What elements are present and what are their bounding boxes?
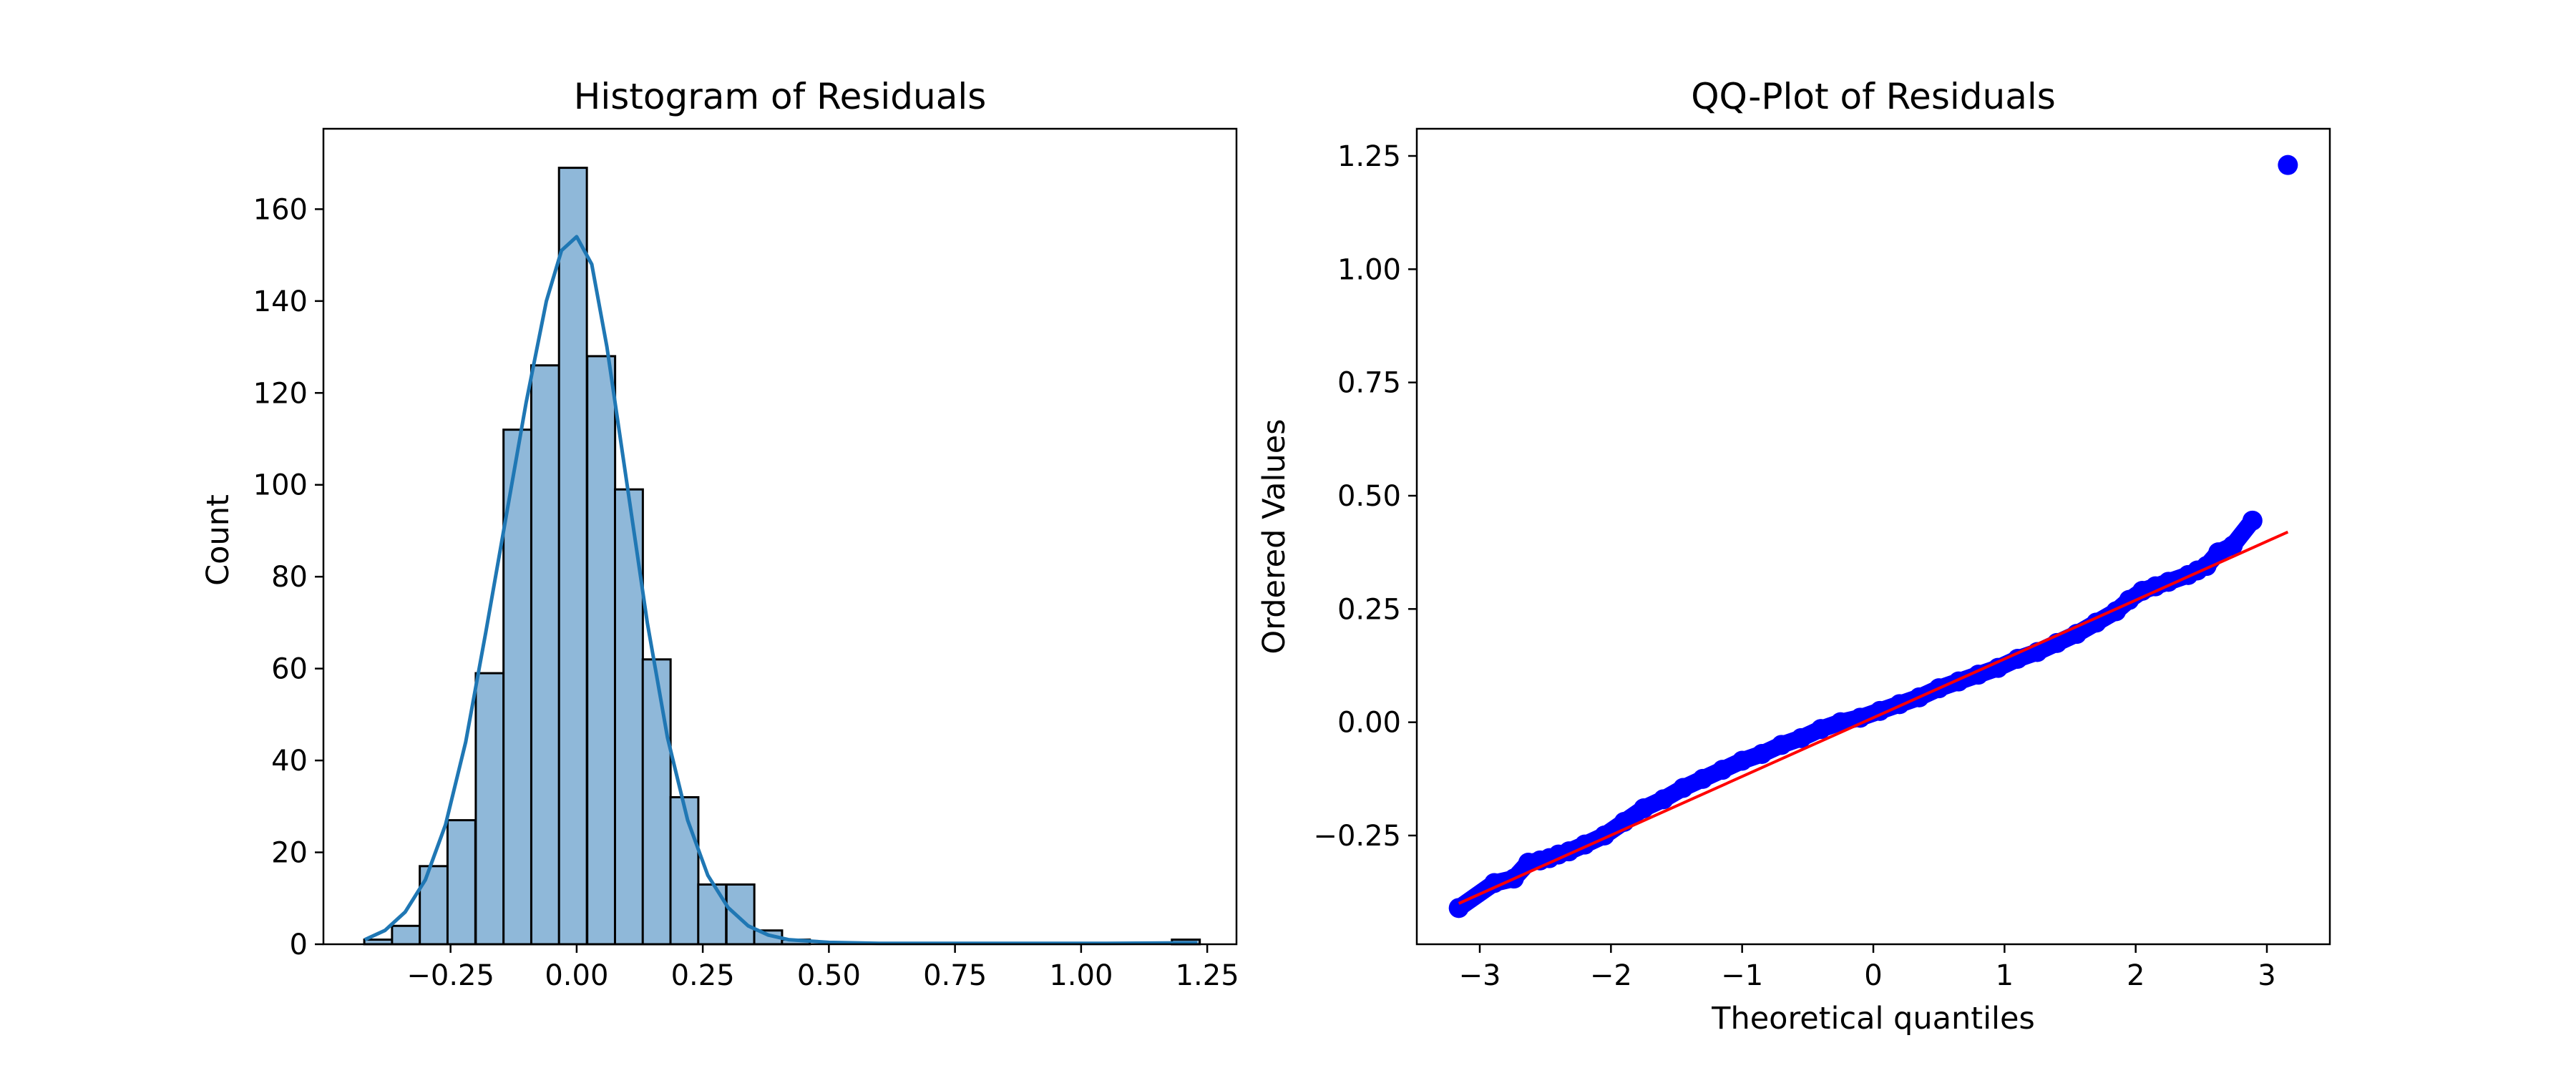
histogram-y-axis-label: Count bbox=[200, 494, 236, 586]
qq-point bbox=[1830, 712, 1851, 733]
histogram-bar bbox=[586, 355, 617, 946]
qq-plot-x-tick-label: 0 bbox=[1864, 959, 1882, 992]
qq-plot-y-tick-label: −0.25 bbox=[1313, 820, 1401, 853]
qq-plot-y-tick-label: 1.25 bbox=[1337, 140, 1401, 173]
histogram-ticks: −0.25 0.00 0.25 0.50 0.75 1.00 1.25 0 20 40 60 80 10… bbox=[253, 193, 1239, 992]
qq-point bbox=[1752, 744, 1772, 764]
qq-plot-x-tick-label: 1 bbox=[1996, 959, 2014, 992]
histogram-bar bbox=[446, 819, 477, 946]
qq-plot-x-tick-label: −2 bbox=[1590, 959, 1632, 992]
qq-point bbox=[2278, 155, 2298, 175]
histogram-kde-layer bbox=[364, 235, 1197, 946]
histogram-bar bbox=[474, 672, 505, 946]
histogram-y-tick-label: 100 bbox=[253, 469, 308, 502]
qq-point bbox=[1810, 719, 1831, 740]
qq-plot-y-tick-label: 0.50 bbox=[1337, 480, 1401, 513]
qq-plot-ticks: −3 −2 −1 0 1 2 3 −0.25 0.00 0.25 0.50 0.75 1.00 1.25 bbox=[1313, 140, 2275, 992]
histogram-y-tick-label: 60 bbox=[271, 653, 308, 686]
histogram-y-tick-label: 120 bbox=[253, 377, 308, 410]
qq-plot-axes-frame bbox=[1415, 127, 2331, 946]
qq-point bbox=[1673, 778, 1694, 798]
qq-plot-x-tick-label: 2 bbox=[2127, 959, 2145, 992]
qq-points bbox=[1448, 155, 2298, 918]
histogram-y-tick-label: 0 bbox=[290, 929, 308, 961]
histogram-x-tick-label: 0.50 bbox=[797, 959, 861, 992]
histogram-bars bbox=[363, 167, 1201, 946]
histogram-bar bbox=[530, 364, 560, 946]
qq-point bbox=[1712, 760, 1733, 780]
qq-point bbox=[1653, 789, 1674, 810]
qq-point bbox=[2242, 510, 2263, 531]
histogram-bar bbox=[641, 658, 672, 946]
kde-curve bbox=[364, 235, 1197, 946]
histogram-x-tick-label: 1.00 bbox=[1049, 959, 1113, 992]
qq-point bbox=[1634, 798, 1654, 818]
histogram-bar bbox=[725, 883, 756, 946]
qq-point bbox=[1692, 768, 1713, 789]
qq-plot-panel: QQ-Plot of Residuals Ordered Values Theo… bbox=[1257, 76, 2331, 1037]
histogram-bar bbox=[419, 865, 449, 946]
histogram-axes-frame bbox=[322, 127, 1238, 946]
qq-plot-x-tick-label: −1 bbox=[1721, 959, 1763, 992]
qq-plot-title: QQ-Plot of Residuals bbox=[1691, 76, 2056, 117]
histogram-y-tick-label: 40 bbox=[271, 745, 308, 778]
qq-point bbox=[1791, 727, 1812, 748]
qq-plot-y-tick-label: 0.75 bbox=[1337, 367, 1401, 400]
qq-plot-y-tick-label: 1.00 bbox=[1337, 253, 1401, 286]
qq-point bbox=[2223, 535, 2243, 556]
histogram-y-tick-label: 160 bbox=[253, 193, 308, 226]
qq-plot-y-axis-label: Ordered Values bbox=[1257, 418, 1292, 654]
histogram-x-tick-label: 0.00 bbox=[545, 959, 608, 992]
qq-plot-x-tick-label: −3 bbox=[1459, 959, 1501, 992]
qq-reference-line bbox=[1458, 530, 2289, 905]
qq-point bbox=[1732, 750, 1752, 771]
qq-reference-line-layer bbox=[1458, 530, 2289, 905]
qq-plot-x-axis-label: Theoretical quantiles bbox=[1711, 1001, 2035, 1037]
histogram-bar bbox=[391, 924, 421, 946]
qq-point bbox=[2086, 612, 2107, 633]
histogram-x-tick-label: −0.25 bbox=[406, 959, 494, 992]
qq-point bbox=[1771, 735, 1792, 755]
histogram-x-tick-label: 1.25 bbox=[1176, 959, 1239, 992]
histogram-title: Histogram of Residuals bbox=[574, 76, 987, 117]
qq-plot-y-tick-label: 0.25 bbox=[1337, 593, 1401, 626]
histogram-panel: Histogram of Residuals Count −0.25 0.00 0.… bbox=[200, 76, 1239, 992]
qq-point bbox=[1484, 873, 1505, 893]
qq-plot-y-tick-label: 0.00 bbox=[1337, 707, 1401, 740]
histogram-x-tick-label: 0.75 bbox=[923, 959, 987, 992]
histogram-y-tick-label: 140 bbox=[253, 285, 308, 318]
qq-plot-x-tick-label: 3 bbox=[2258, 959, 2275, 992]
histogram-y-tick-label: 80 bbox=[271, 561, 308, 594]
histogram-bar bbox=[557, 167, 588, 946]
histogram-bar bbox=[697, 883, 728, 946]
qq-point bbox=[1448, 898, 1469, 918]
histogram-bar bbox=[669, 795, 700, 946]
histogram-x-tick-label: 0.25 bbox=[671, 959, 735, 992]
histogram-y-tick-label: 20 bbox=[271, 837, 308, 870]
